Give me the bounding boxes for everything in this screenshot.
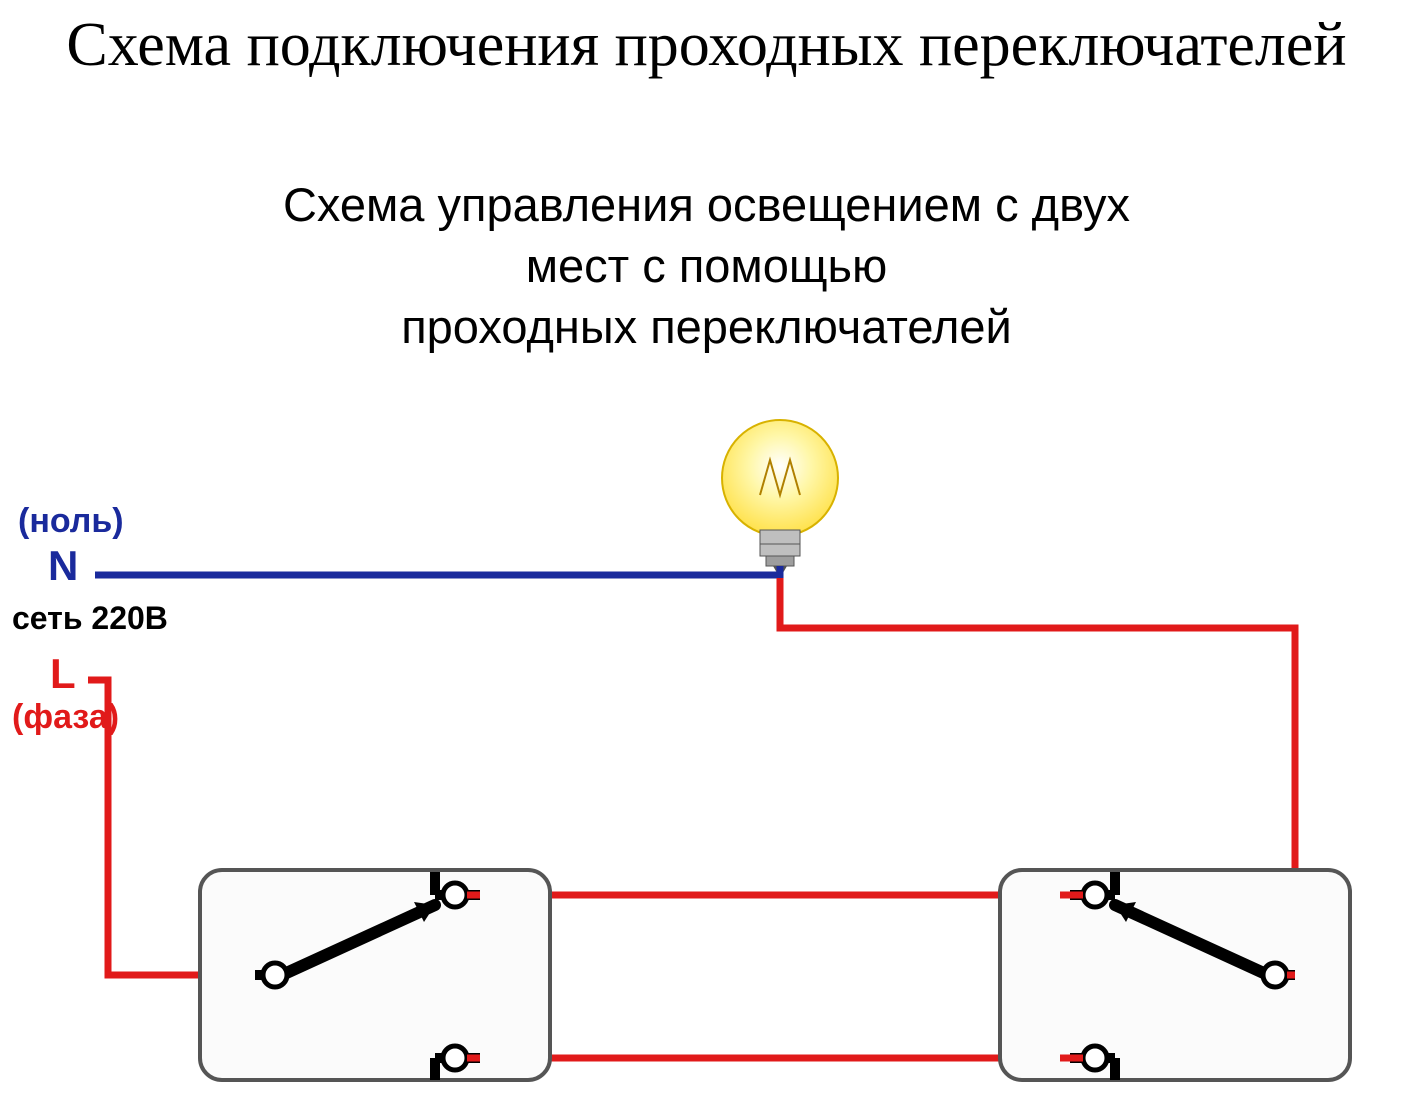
neutral-wire — [95, 566, 780, 575]
wiring-diagram — [0, 0, 1413, 1116]
lightbulb-icon — [722, 420, 838, 578]
switch-2 — [1000, 870, 1350, 1080]
switch-1 — [200, 868, 550, 1080]
page: Схема подключения проходных переключател… — [0, 0, 1413, 1116]
